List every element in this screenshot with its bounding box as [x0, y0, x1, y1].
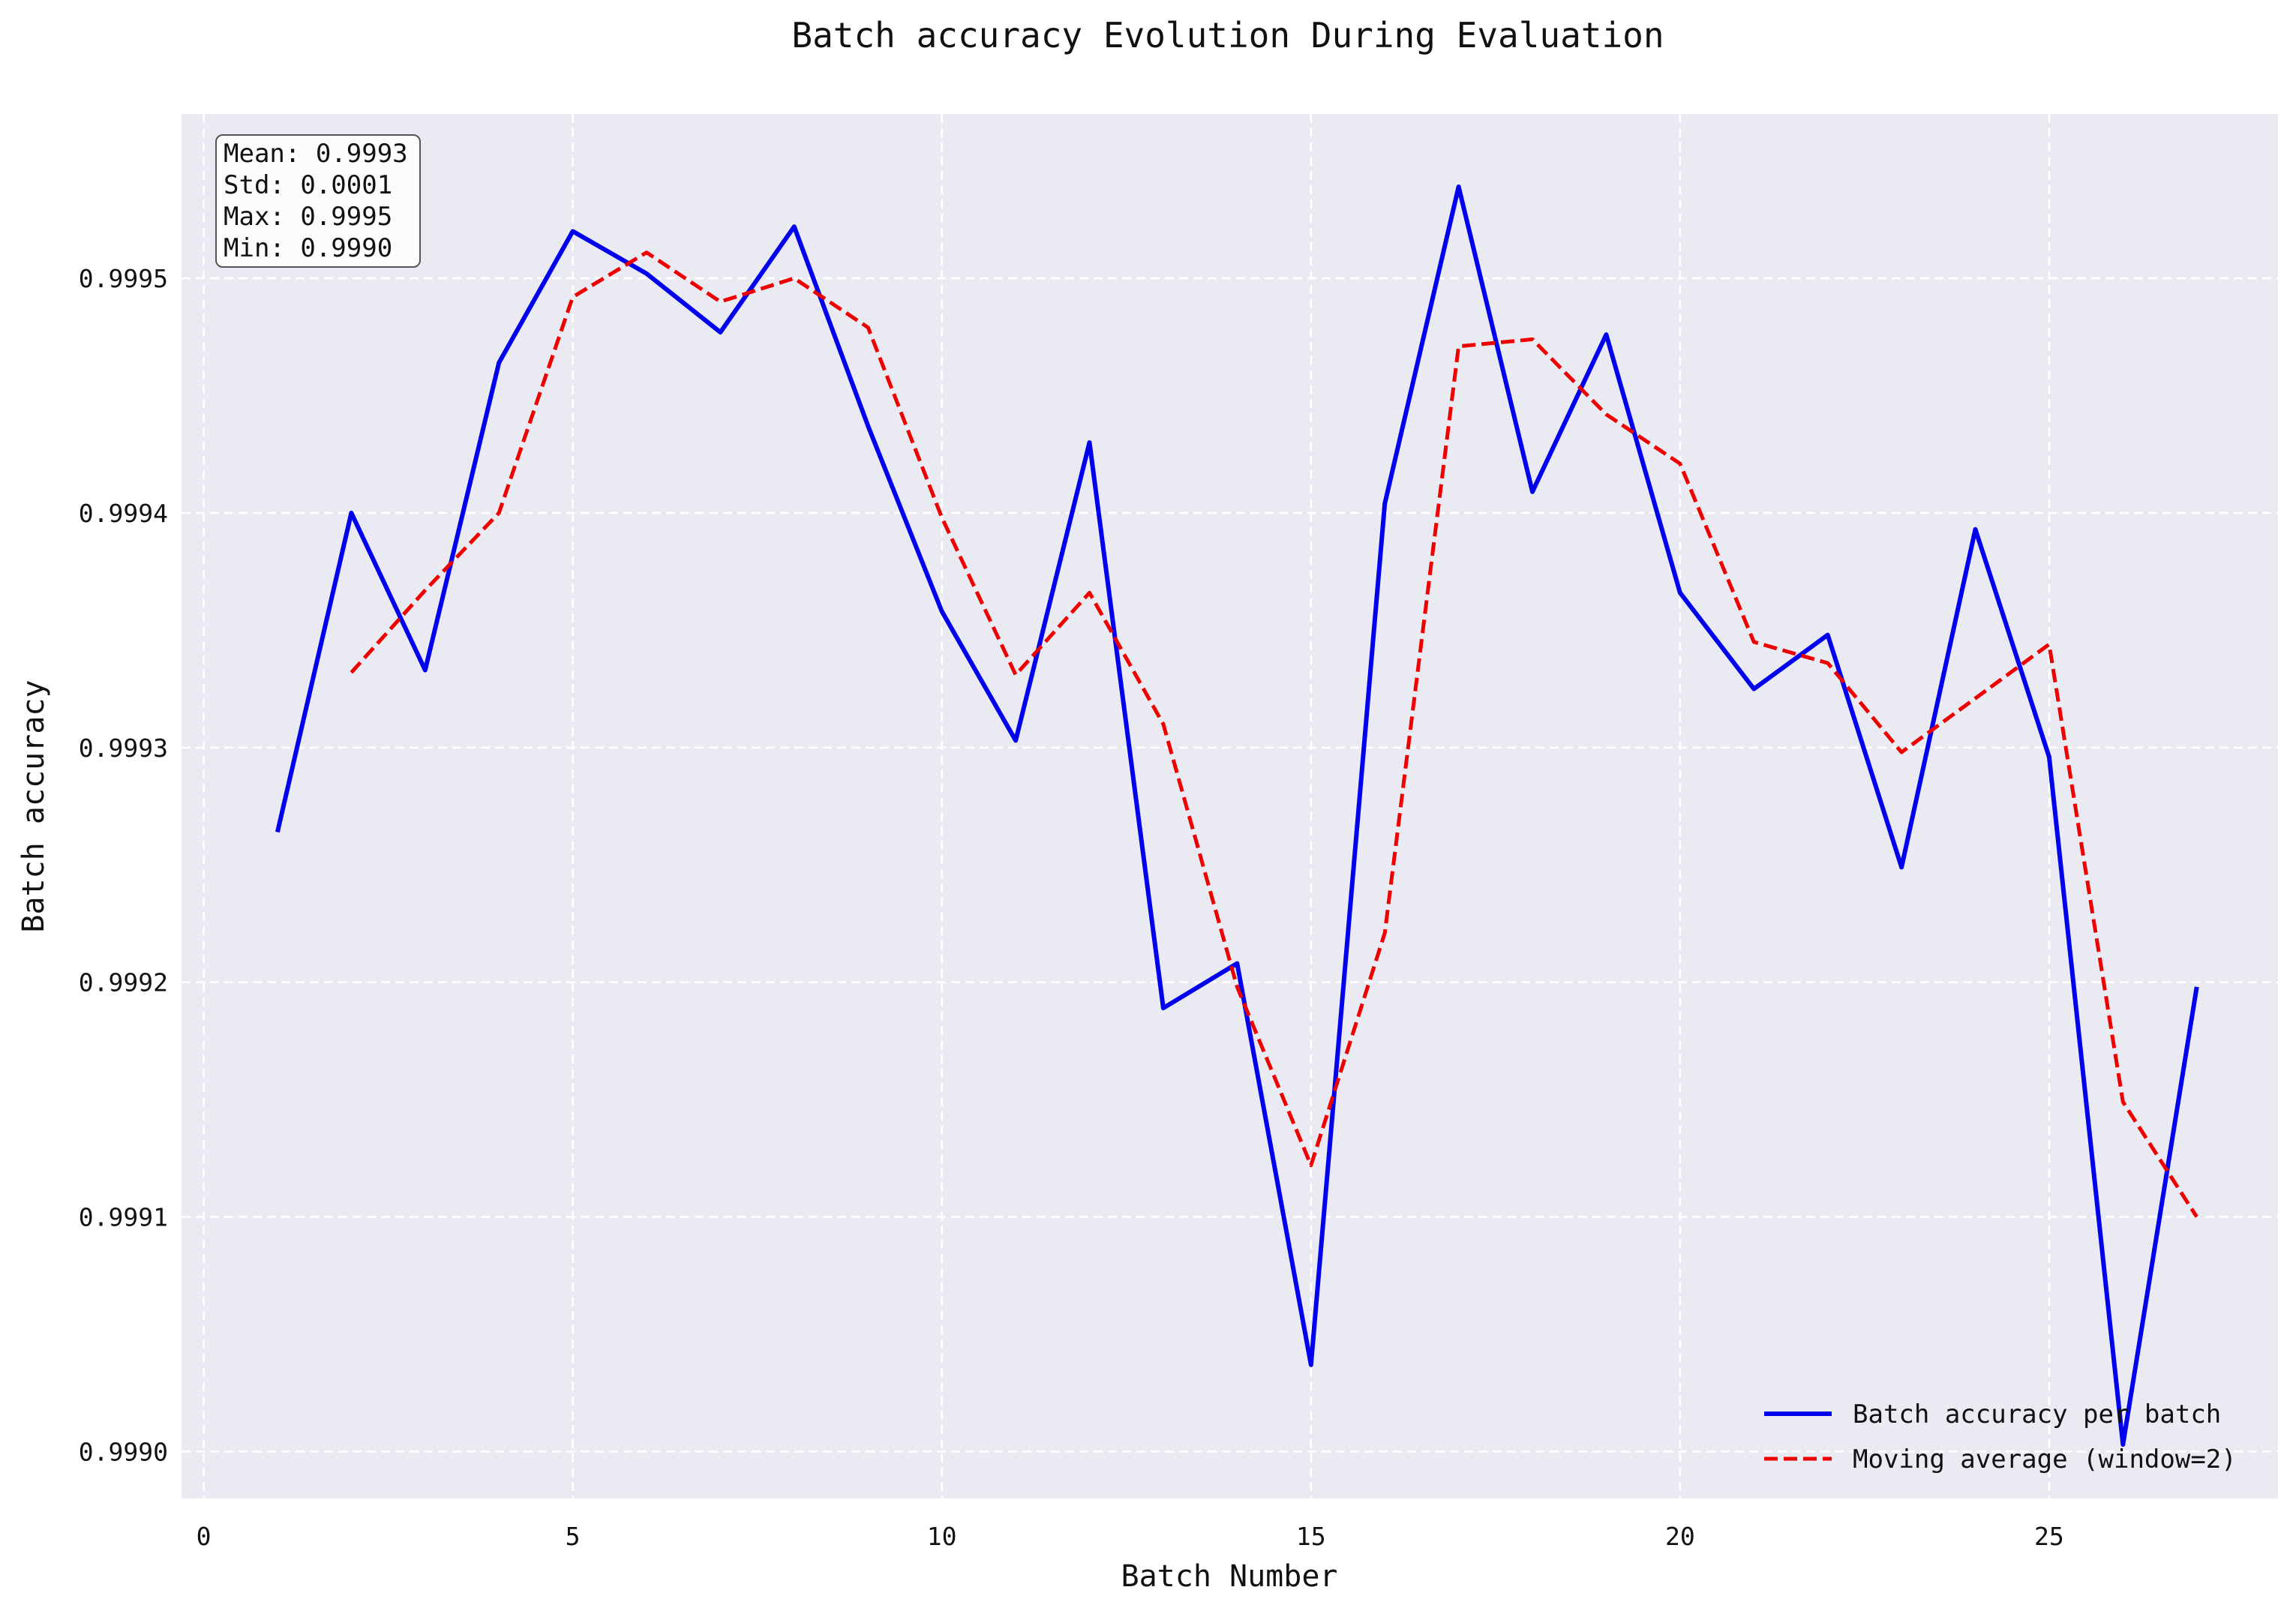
x-tick-label: 20 — [1665, 1522, 1695, 1551]
x-tick-label: 10 — [927, 1522, 957, 1551]
stats-max: Max: 0.9995 — [224, 202, 392, 232]
series-lines — [275, 184, 2199, 1447]
stats-min: Min: 0.9990 — [224, 233, 392, 263]
plot-area — [182, 114, 2278, 1498]
stats-box-frame — [215, 134, 421, 268]
y-tick-label: 0.9994 — [79, 499, 168, 528]
x-axis-label: Batch Number — [1121, 1559, 1338, 1594]
x-tick-label: 15 — [1296, 1522, 1326, 1551]
y-tick-label: 0.9992 — [79, 968, 168, 998]
legend-label-batch-accuracy: Batch accuracy per batch — [1853, 1400, 2221, 1430]
series-moving-average-line — [350, 250, 2198, 1218]
chart-title: Batch accuracy Evolution During Evaluati… — [791, 15, 1664, 56]
x-axis-ticks: 0 5 10 15 20 25 — [197, 1522, 2064, 1551]
series-batch-accuracy-line — [275, 184, 2199, 1447]
legend: Batch accuracy per batch Moving average … — [1764, 1400, 2237, 1474]
stats-box: Mean: 0.9993 Std: 0.0001 Max: 0.9995 Min… — [215, 134, 421, 268]
x-tick-label: 5 — [566, 1522, 581, 1551]
x-tick-label: 0 — [197, 1522, 212, 1551]
y-tick-label: 0.9990 — [79, 1437, 168, 1466]
y-tick-label: 0.9995 — [79, 264, 168, 293]
y-tick-label: 0.9993 — [79, 734, 168, 763]
stats-mean: Mean: 0.9993 — [224, 139, 408, 169]
y-tick-label: 0.9991 — [79, 1203, 168, 1232]
y-axis-ticks: 0.9990 0.9991 0.9992 0.9993 0.9994 0.9995 — [79, 264, 168, 1466]
grid-lines — [182, 114, 2278, 1498]
stats-std: Std: 0.0001 — [224, 170, 392, 200]
x-tick-label: 25 — [2034, 1522, 2064, 1551]
y-axis-label: Batch accuracy — [17, 680, 51, 932]
legend-label-moving-average: Moving average (window=2) — [1853, 1444, 2237, 1474]
